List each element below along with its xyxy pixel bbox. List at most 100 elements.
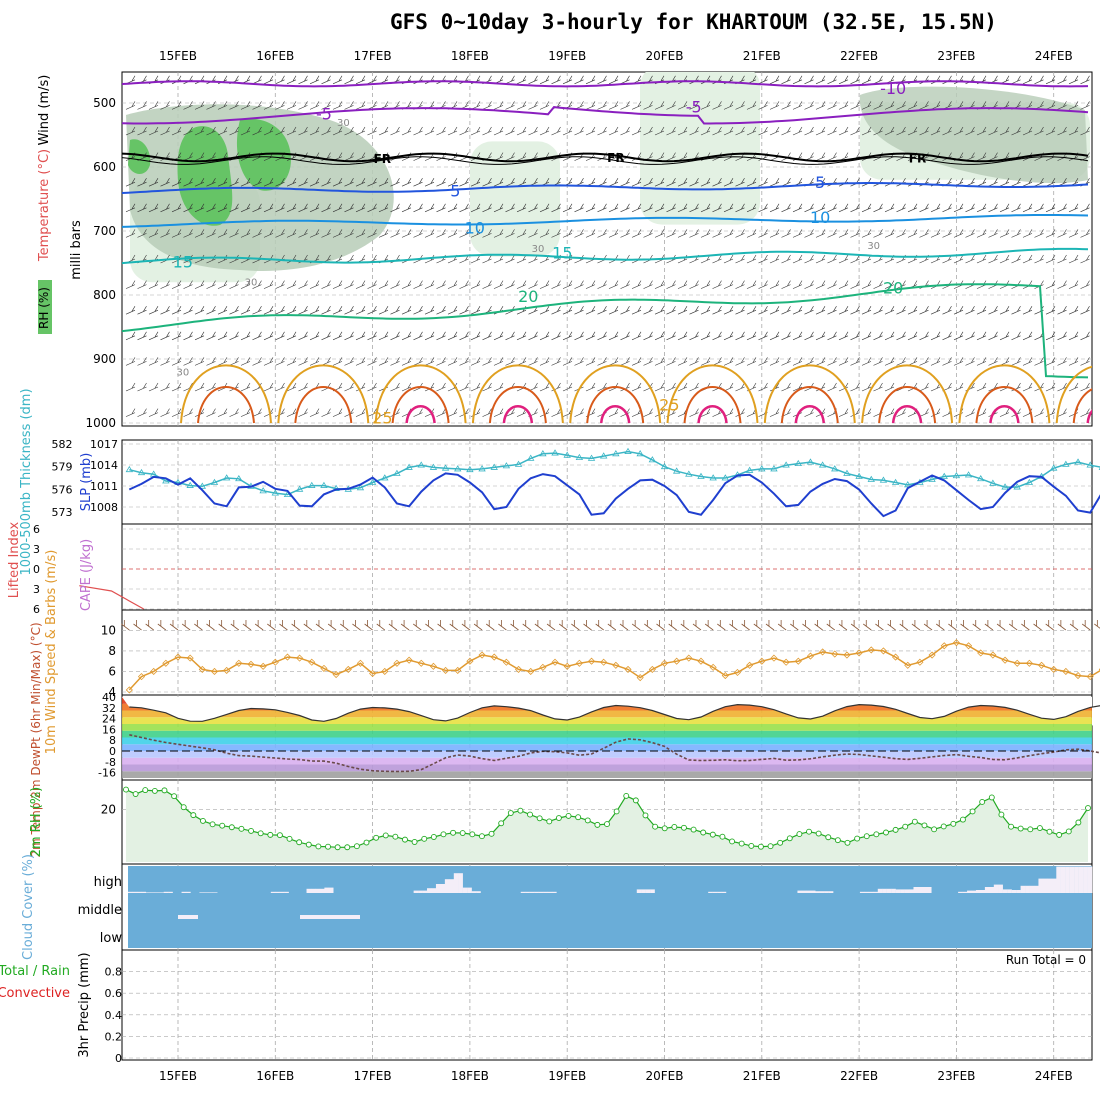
cloud-high-bar <box>199 892 205 893</box>
wind-barb <box>907 101 918 110</box>
wind-barb <box>700 178 711 187</box>
cloud-high-bar <box>435 884 441 893</box>
temp-contour-30 <box>294 386 353 424</box>
wind-barb <box>723 254 734 264</box>
wind-barb <box>976 331 987 341</box>
wind-barb <box>183 101 193 110</box>
wind-barb <box>689 178 699 187</box>
wind-barb <box>758 101 768 110</box>
wind-barb <box>919 306 929 315</box>
wind-barb <box>827 254 837 264</box>
wind-barb <box>953 229 964 238</box>
wind-barb <box>263 203 274 213</box>
wind-barb <box>413 306 423 315</box>
rh2m-point <box>815 830 822 837</box>
wind-tick-label: 8 <box>108 644 116 658</box>
wind-barb <box>482 382 492 392</box>
wind-tick-label: 6 <box>108 664 116 678</box>
wind-barb <box>1080 306 1090 315</box>
rh2m-point <box>382 832 389 839</box>
cloud-high-bar <box>418 890 423 893</box>
thickness-point <box>855 472 863 479</box>
wind-speed-point <box>137 673 146 681</box>
wind-barb <box>401 229 412 238</box>
wind-barb <box>930 331 941 341</box>
wind-barb <box>643 280 653 289</box>
wind-speed-point <box>928 651 936 659</box>
wind-barb <box>344 126 354 136</box>
wind-speed-point <box>660 659 669 667</box>
wind-barb <box>689 306 699 315</box>
wind-barb <box>873 306 883 315</box>
wind-barb <box>1022 178 1033 187</box>
wind-barb <box>597 306 607 315</box>
wind-barb <box>298 229 308 238</box>
wind-barb <box>666 382 676 392</box>
wind-barb <box>746 101 757 110</box>
wind-barb <box>1011 229 1021 238</box>
thickness-point <box>235 474 243 482</box>
wind-barb <box>735 357 745 366</box>
wind-barb <box>470 126 481 136</box>
wind-barb <box>286 357 297 366</box>
cloud-axis-label: Cloud Cover (%) <box>21 854 36 960</box>
wind-barb <box>459 357 469 366</box>
wind-barb <box>896 408 906 417</box>
wind-barb-10m <box>704 620 714 631</box>
wind-barb <box>148 203 159 213</box>
bottom-date-label: 22FEB <box>840 1069 878 1083</box>
wind-barb-10m <box>619 620 629 631</box>
wind-speed-point <box>271 658 279 666</box>
wind-barb <box>171 203 182 213</box>
rh2m-point <box>1027 826 1034 833</box>
wind-barb <box>700 357 711 366</box>
rh2m-point <box>931 826 938 833</box>
rh2m-point <box>344 844 351 851</box>
wind-barb <box>275 229 285 238</box>
wind-barb <box>631 126 642 136</box>
wind-barb <box>850 101 860 110</box>
temp-contour-20 <box>122 283 1089 379</box>
wind-barb <box>367 357 377 366</box>
rh2m-point <box>286 835 293 842</box>
pressure-tick-label: 1000 <box>85 416 116 430</box>
rh2m-point <box>565 812 572 819</box>
wind-barb <box>988 331 998 341</box>
rh2m-point <box>171 793 178 800</box>
rh2m-content <box>123 786 1091 862</box>
wind-barb <box>252 101 262 110</box>
wind-barb <box>608 75 619 85</box>
cloud-high-bar <box>900 889 905 893</box>
thickness-point <box>271 489 280 496</box>
wind-barb <box>815 254 826 264</box>
wind-barb <box>229 203 239 213</box>
cloud-high-bar <box>975 890 981 893</box>
wind-barb <box>309 306 320 315</box>
wind-barb <box>827 126 837 136</box>
wind-barb <box>321 126 331 136</box>
wind-barb <box>1011 126 1021 136</box>
rh-shading-green <box>128 139 151 175</box>
cloud-high-bar <box>828 891 834 893</box>
wind-barb <box>838 254 849 264</box>
thickness-point <box>818 461 827 468</box>
wind-barb <box>723 357 734 366</box>
wind-barb <box>930 306 941 315</box>
wind-barb <box>1045 126 1056 136</box>
wind-barb <box>344 280 354 289</box>
cloud-high-bar <box>989 887 995 893</box>
wind-barb <box>1022 331 1033 341</box>
wind-barb <box>1045 306 1056 315</box>
cloud-high-bar <box>431 888 437 893</box>
wind-barb <box>125 331 136 341</box>
cloud-high-bar <box>815 891 820 893</box>
wind-barb <box>378 408 389 417</box>
wind-barb <box>608 126 619 136</box>
wind-barb <box>1034 126 1044 136</box>
wind-speed-point <box>527 667 535 676</box>
wind-speed-point <box>624 665 632 673</box>
wind-barb <box>666 280 676 289</box>
wind-barb-10m <box>157 620 167 631</box>
wind-barb <box>206 126 216 136</box>
wind-barb <box>804 203 814 213</box>
